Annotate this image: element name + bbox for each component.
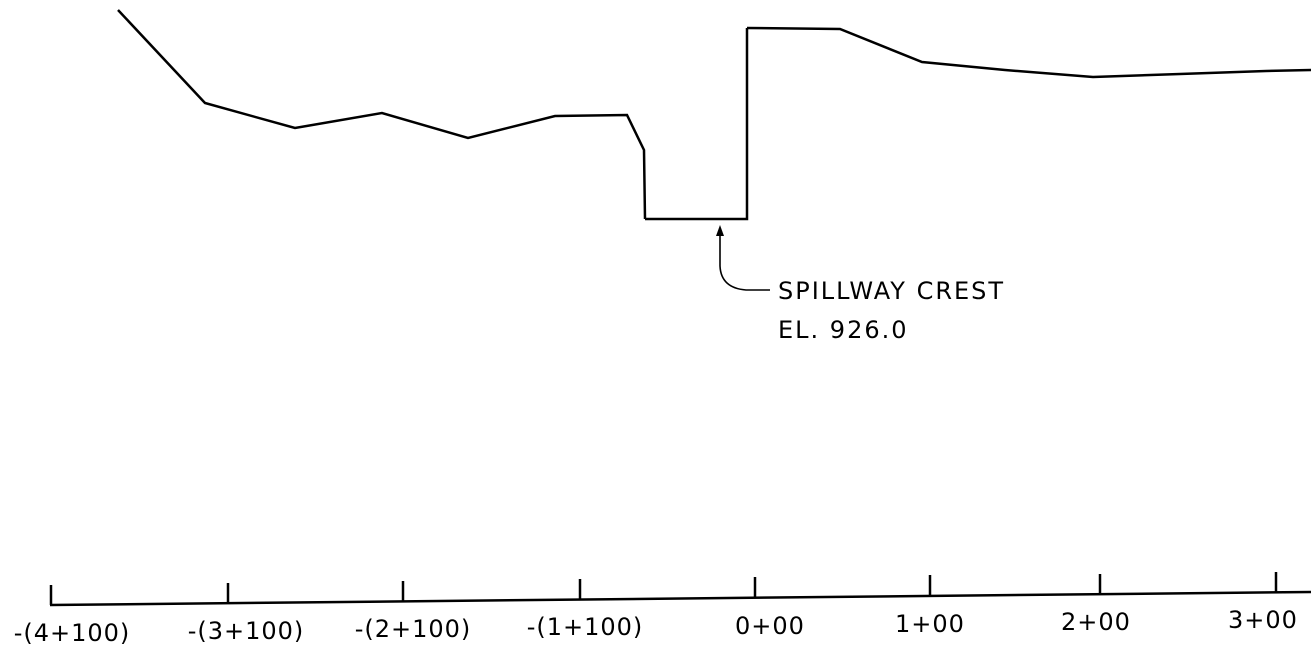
station-baseline [49,590,1311,607]
station-label: 0+00 [735,612,805,640]
leader-line [719,234,770,291]
crest-profile-right [746,26,1311,79]
station-labels: -(4+100) -(3+100) -(2+100) -(1+100) 0+00… [14,606,1298,647]
station-ticks [49,572,1278,605]
spillway-crest-label: SPILLWAY CREST [778,277,1005,305]
station-label: 2+00 [1061,608,1131,636]
station-label: -(1+100) [527,613,644,641]
spillway-notch [645,28,749,221]
station-label: 3+00 [1228,606,1298,634]
station-label: -(4+100) [14,619,131,647]
crest-profile-left [117,9,647,220]
station-label: 1+00 [895,610,965,638]
station-label: -(3+100) [188,617,305,645]
leader-arrowhead [716,225,724,236]
station-label: -(2+100) [355,615,472,643]
spillway-elevation-label: EL. 926.0 [778,316,909,344]
